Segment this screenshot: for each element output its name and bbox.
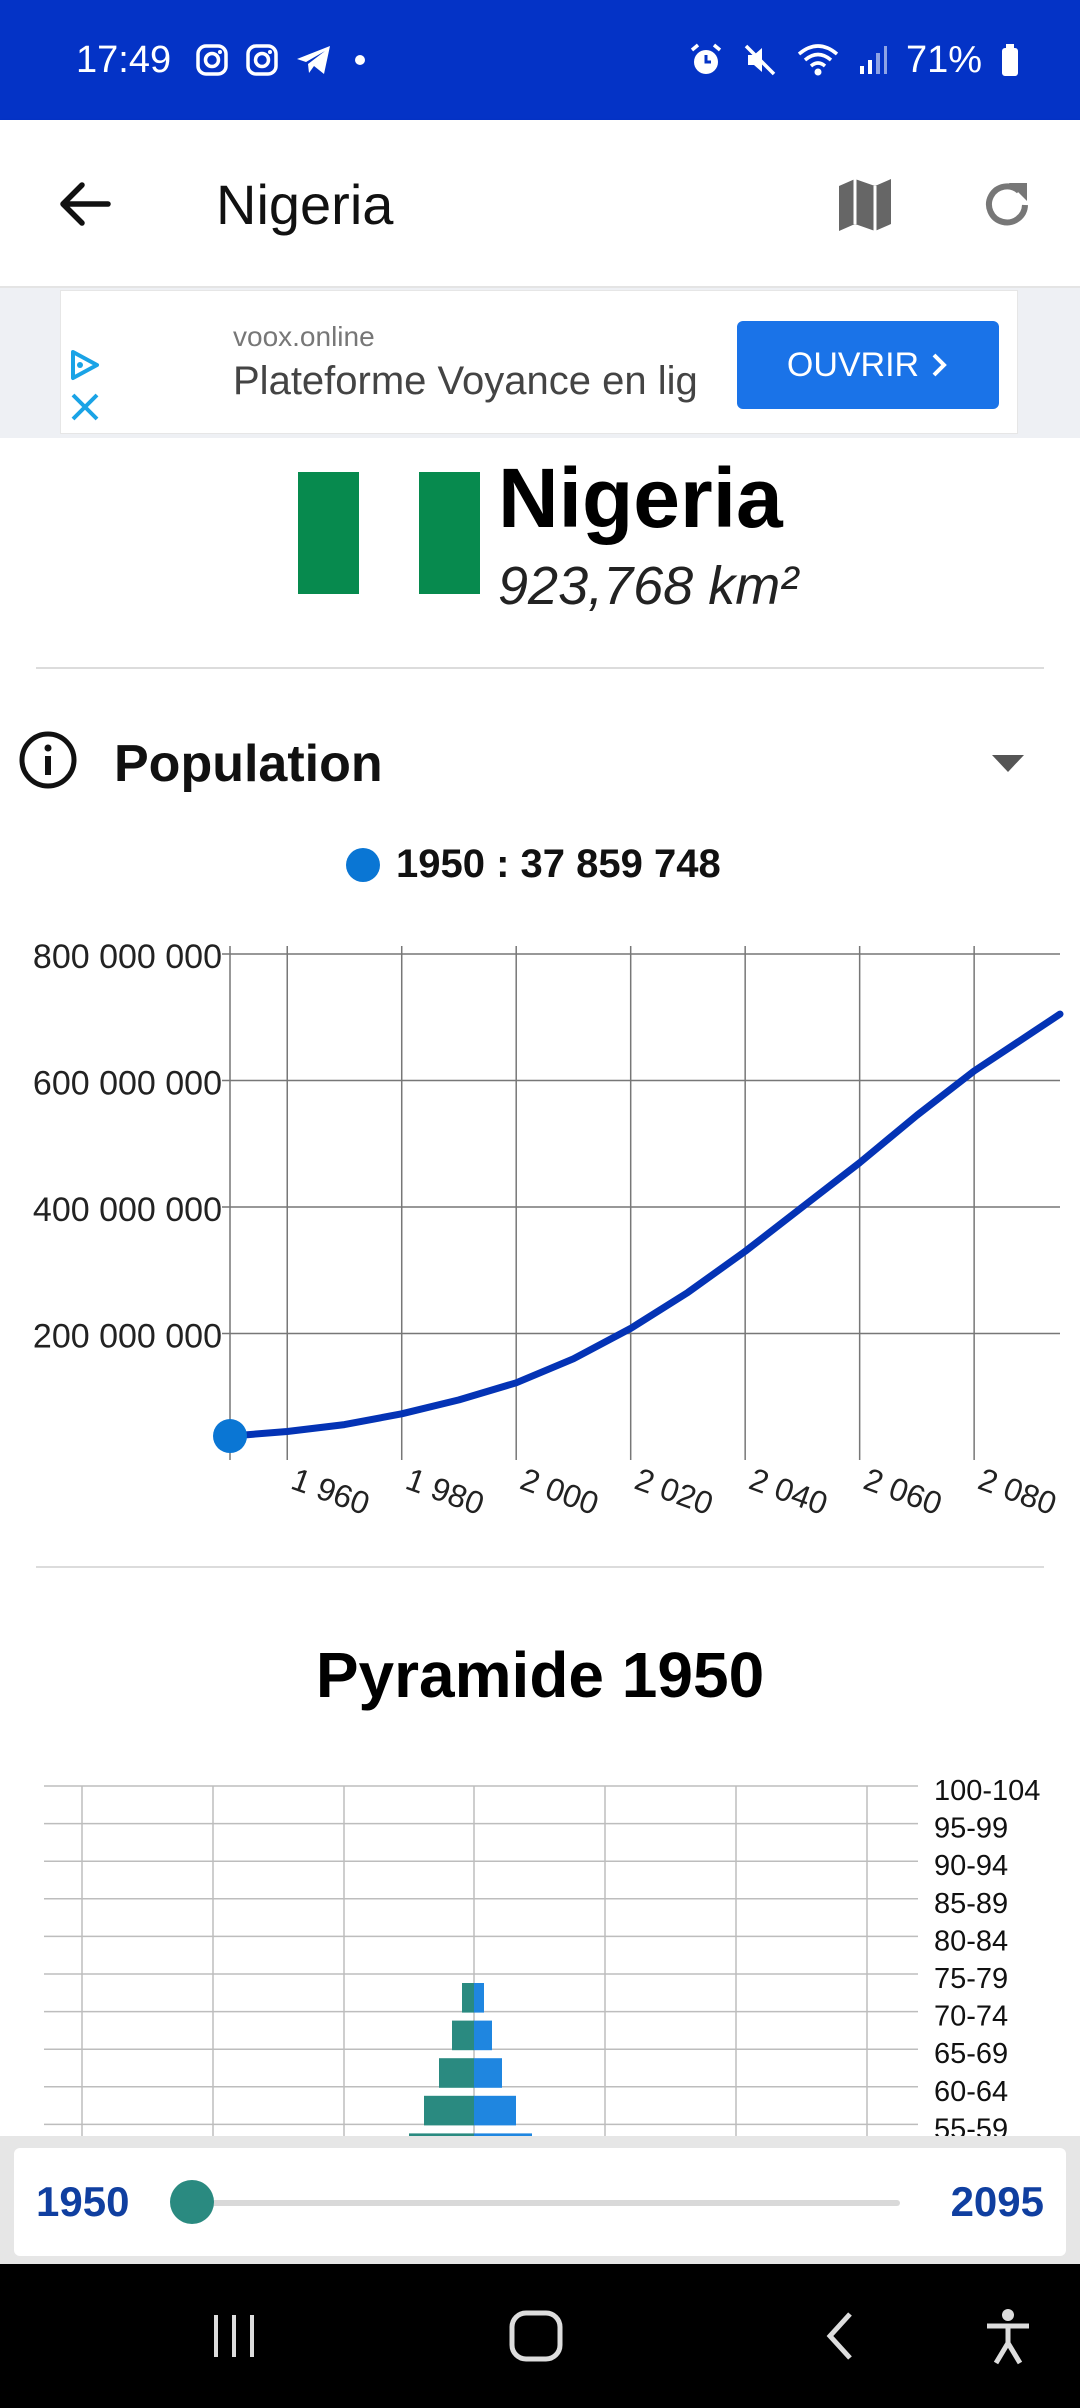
- pyramid-bar-male: [452, 2020, 474, 2051]
- pyramid-bar-female: [474, 2058, 502, 2088]
- age-group-label: 55-59: [934, 2113, 1008, 2140]
- signal-icon: [858, 44, 888, 76]
- x-tick-label: 1 980: [401, 1461, 489, 1522]
- ad-open-button[interactable]: OUVRIR: [737, 321, 999, 409]
- pyramid-bar-male: [439, 2058, 474, 2088]
- recent-apps-button[interactable]: [194, 2300, 274, 2372]
- age-group-label: 95-99: [934, 1813, 1008, 1845]
- notification-dot-icon: [355, 55, 366, 65]
- x-tick-label: 2 020: [630, 1461, 718, 1522]
- status-right: 71%: [688, 39, 1020, 82]
- status-time: 17:49: [76, 38, 172, 81]
- pyramid-bar-male: [424, 2095, 474, 2126]
- x-tick-label: 2 060: [859, 1461, 947, 1522]
- highlight-point: [213, 1419, 247, 1454]
- refresh-icon: [986, 183, 1028, 226]
- flag-stripe-left: [298, 472, 359, 594]
- ad-open-label: OUVRIR: [786, 345, 920, 384]
- age-group-label: 85-89: [934, 1888, 1008, 1920]
- pyramid-bar-male: [462, 1983, 474, 2013]
- battery-percent: 71%: [905, 38, 982, 81]
- pyramid-bar-female: [474, 2095, 516, 2126]
- slider-min-label: 1950: [36, 2178, 130, 2225]
- age-group-label: 80-84: [934, 1925, 1008, 1957]
- telegram-icon: [295, 43, 333, 77]
- system-nav-bar: [0, 2264, 1080, 2408]
- home-icon: [509, 2310, 563, 2362]
- divider: [36, 1566, 1044, 1568]
- flag-stripe-right: [419, 472, 481, 594]
- population-pyramid: 100-104 95-99 90-94 85-89 80-84 75-79 70-74 65-…: [44, 1775, 1040, 2140]
- y-tick-label: 200 000 000: [33, 1318, 222, 1356]
- app-bar: Nigeria: [0, 120, 1080, 288]
- ad-text: Plateforme Voyance en lig: [233, 359, 698, 403]
- x-tick-label: 1 960: [287, 1461, 375, 1522]
- y-tick-label: 400 000 000: [33, 1191, 222, 1229]
- country-area: 923,768 km²: [498, 556, 799, 616]
- pyramid-bar-female: [474, 1983, 484, 2013]
- mute-icon: [742, 42, 778, 78]
- status-left: 17:49: [76, 38, 366, 82]
- year-slider-thumb[interactable]: [170, 2180, 214, 2224]
- instagram-icon: [195, 43, 229, 77]
- alarm-icon: [688, 42, 724, 78]
- map-icon: [839, 179, 891, 231]
- legend-label: 1950 : 37 859 748: [396, 842, 721, 886]
- age-group-label: 65-69: [934, 2038, 1008, 2070]
- arrow-left-icon: [60, 182, 111, 226]
- age-group-label: 75-79: [934, 1963, 1008, 1995]
- back-icon: [826, 2312, 852, 2360]
- home-button[interactable]: [496, 2300, 576, 2372]
- population-dropdown[interactable]: [990, 752, 1026, 774]
- age-group-label: 100-104: [934, 1775, 1040, 1807]
- country-name: Nigeria: [498, 451, 783, 545]
- divider: [36, 667, 1044, 669]
- country-flag: [298, 472, 481, 594]
- population-line: [226, 1010, 1064, 1440]
- chart-legend: 1950 : 37 859 748: [346, 842, 721, 887]
- ad-banner[interactable]: voox.online Plateforme Voyance en lig OU…: [60, 290, 1018, 434]
- ad-banner-wrap: voox.online Plateforme Voyance en lig OU…: [0, 288, 1080, 438]
- recent-apps-icon: [214, 2315, 254, 2357]
- population-title: Population: [114, 735, 383, 793]
- map-button[interactable]: [830, 170, 900, 240]
- age-group-label: 70-74: [934, 2001, 1008, 2033]
- legend-dot: [346, 847, 380, 882]
- instagram-icon: [245, 43, 279, 77]
- flag-stripe-middle: [358, 472, 420, 594]
- accessibility-icon: [987, 2309, 1029, 2365]
- accessibility-button[interactable]: [968, 2300, 1048, 2372]
- battery-icon: [1000, 43, 1020, 77]
- status-bar: 17:49 71%: [0, 0, 1080, 120]
- ad-choices-icon[interactable]: [67, 347, 103, 388]
- year-slider-panel: 1950 2095: [0, 2136, 1080, 2264]
- y-tick-label: 600 000 000: [33, 1065, 222, 1103]
- slider-max-label: 2095: [950, 2178, 1044, 2225]
- year-slider-track[interactable]: [184, 2200, 900, 2206]
- nav-back-button[interactable]: [800, 2300, 880, 2372]
- x-tick-label: 2 000: [516, 1461, 604, 1522]
- chevron-right-icon: [932, 353, 947, 377]
- year-slider-card: 1950 2095: [14, 2148, 1066, 2256]
- age-group-label: 90-94: [934, 1850, 1008, 1882]
- info-icon[interactable]: [18, 730, 78, 790]
- refresh-button[interactable]: [972, 170, 1042, 240]
- ad-close-icon[interactable]: [69, 391, 101, 428]
- population-chart[interactable]: 200 000 000 400 000 000 600 000 000 800 000…: [0, 920, 1080, 1540]
- y-tick-label: 800 000 000: [33, 938, 222, 976]
- x-tick-label: 2 040: [745, 1461, 833, 1522]
- pyramid-title: Pyramide 1950: [315, 1639, 765, 1711]
- caret-down-icon: [992, 755, 1024, 772]
- pyramid-bar-female: [474, 2020, 492, 2051]
- age-group-label: 60-64: [934, 2076, 1008, 2108]
- page-title: Nigeria: [216, 173, 394, 236]
- x-tick-label: 2 080: [974, 1461, 1062, 1522]
- wifi-icon: [796, 42, 840, 78]
- ad-domain: voox.online: [233, 321, 375, 352]
- back-button[interactable]: [54, 174, 114, 234]
